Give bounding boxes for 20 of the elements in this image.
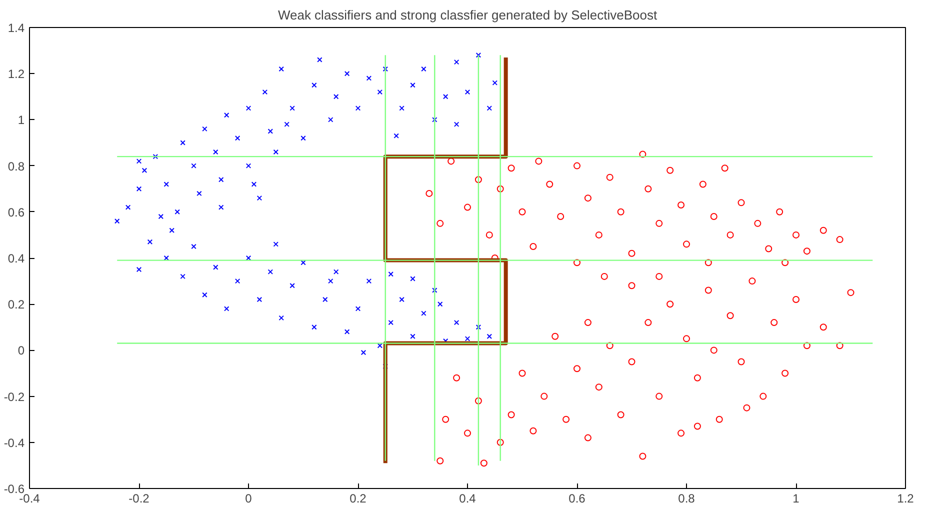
y-tick-label: 0.6 [8,205,25,220]
y-tick-label: -0.6 [4,482,25,496]
x-tick-label: 0.8 [678,492,696,506]
x-tick-label: 0.4 [459,492,476,506]
y-tick-label: 1.2 [8,67,25,82]
x-tick-label: 1 [792,492,800,506]
x-tick-label: 1.2 [897,492,914,506]
x-tick-label: -0.2 [128,492,150,506]
y-tick-label: 0 [18,344,25,358]
y-tick-label: 0.8 [8,159,25,174]
y-tick-label: 0.2 [8,298,25,312]
chart-title: Weak classifiers and strong classfier generated by SelectiveBoost [278,8,658,22]
y-tick-label: 1.4 [8,21,25,35]
y-tick-label: 0.4 [8,252,25,266]
x-tick-label: 0.6 [568,492,586,506]
y-tick-label: 1 [18,113,25,128]
x-tick-label: 0 [245,492,252,506]
x-tick-label: 0.2 [350,492,367,506]
y-tick-label: -0.2 [4,390,25,404]
y-tick-label: -0.4 [4,436,25,450]
